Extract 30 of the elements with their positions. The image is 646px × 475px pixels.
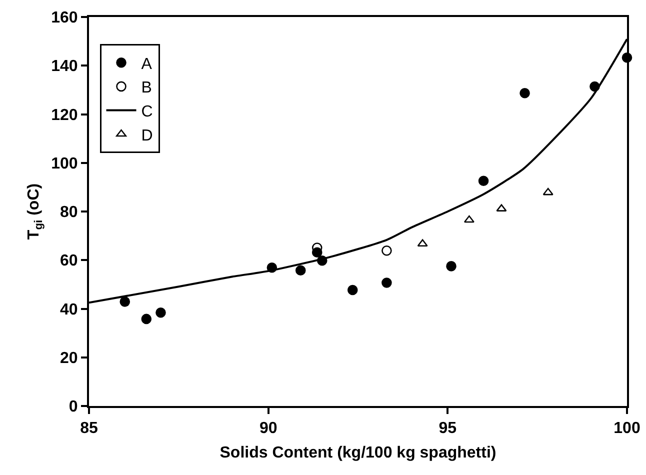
x-tick-label: 95 xyxy=(438,420,457,438)
point xyxy=(347,284,358,296)
y-tick-label: 80 xyxy=(60,204,78,222)
point xyxy=(542,188,554,196)
legend-label: D xyxy=(141,127,153,144)
x-tick-label: 85 xyxy=(80,420,98,438)
x-axis-title: Solids Content (kg/100 kg spaghetti) xyxy=(220,444,496,462)
point xyxy=(156,307,166,318)
point xyxy=(446,261,456,272)
y-tick-label: 120 xyxy=(51,106,78,124)
point xyxy=(464,215,474,223)
point xyxy=(120,296,130,307)
legend-label: B xyxy=(141,80,152,97)
legend-label: A xyxy=(141,56,152,73)
y-tick-label: 20 xyxy=(60,350,78,367)
legend-label: C xyxy=(141,103,153,120)
y-tick-label: 60 xyxy=(60,252,78,270)
x-tick-label: 90 xyxy=(259,420,278,438)
point xyxy=(382,278,392,288)
x-tick-label: 100 xyxy=(614,420,640,438)
point xyxy=(478,176,489,186)
y-tick-label: 100 xyxy=(51,155,78,172)
point xyxy=(141,314,152,324)
point xyxy=(520,88,530,98)
point xyxy=(295,265,306,276)
y-tick-label: 40 xyxy=(60,301,78,318)
point xyxy=(382,245,392,256)
y-tick-label: 140 xyxy=(51,58,78,76)
y-tick-label: 160 xyxy=(51,10,78,27)
y-tick-label: 0 xyxy=(68,398,78,416)
